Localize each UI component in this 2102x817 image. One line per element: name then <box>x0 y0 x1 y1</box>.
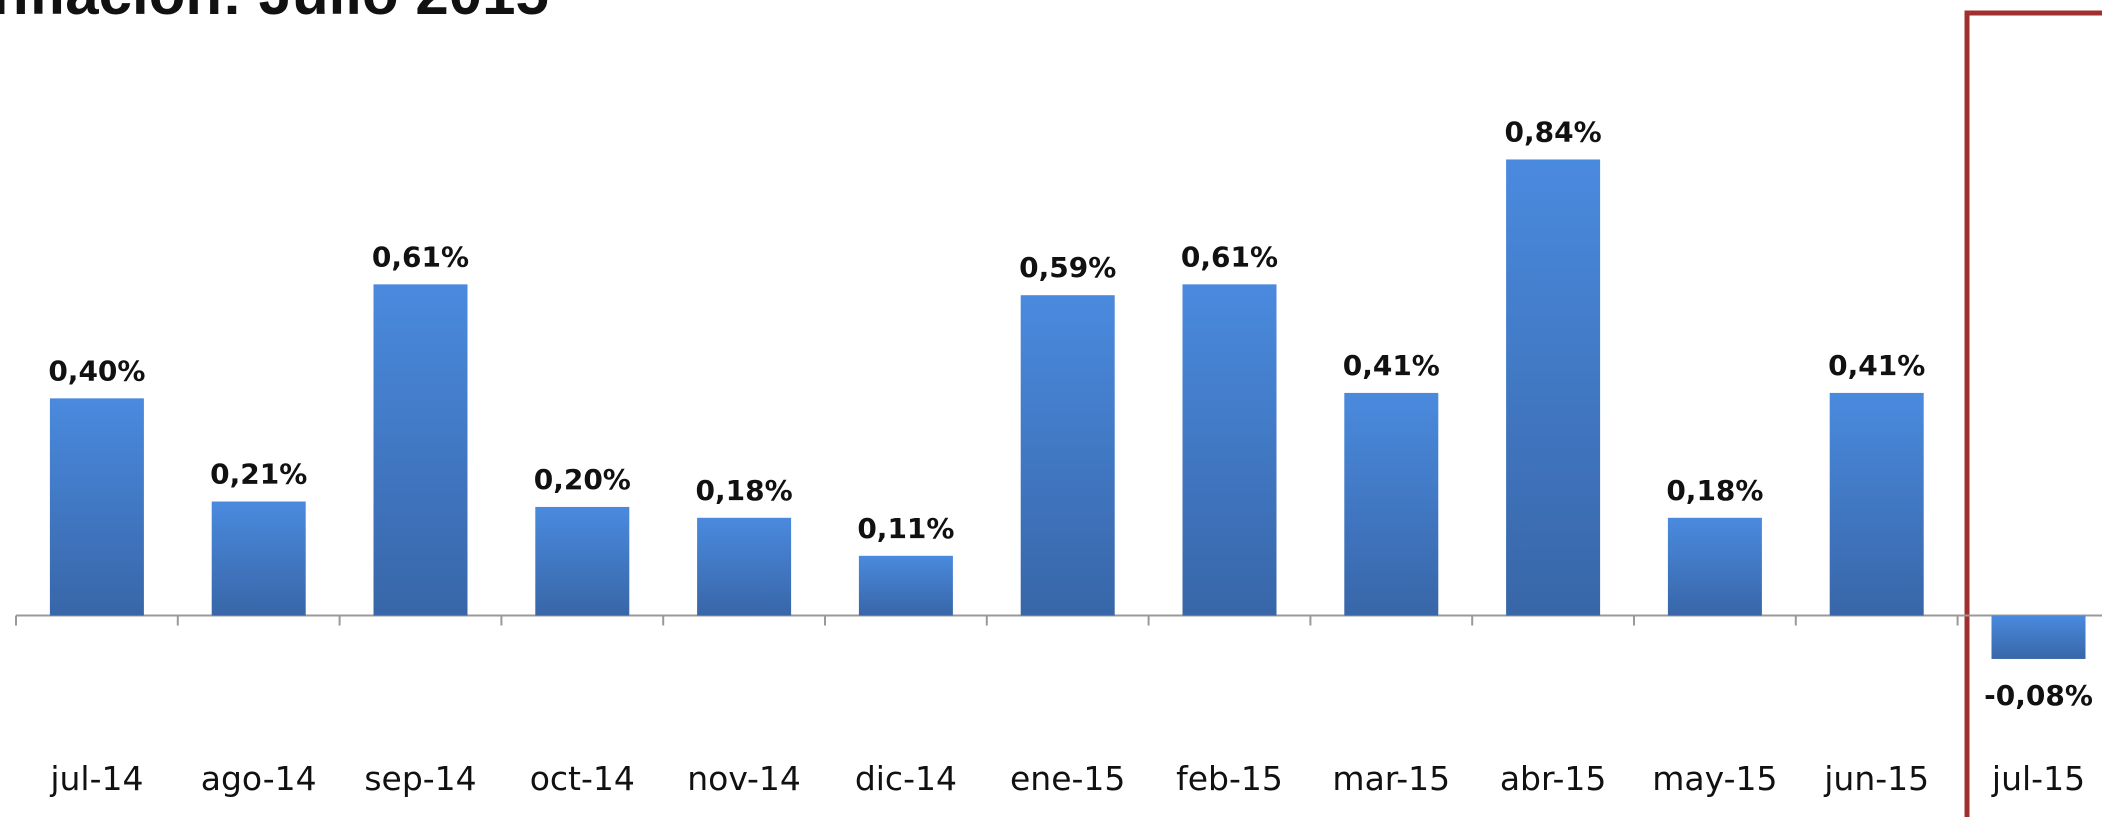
bar <box>211 501 306 616</box>
bar <box>1344 392 1439 616</box>
value-label: 0,18% <box>1666 474 1763 507</box>
value-label: 0,59% <box>1019 251 1116 284</box>
x-tick-label: dic-14 <box>855 759 957 798</box>
value-label: 0,20% <box>534 463 631 496</box>
highlight-box <box>1964 10 2102 817</box>
value-label: 0,84% <box>1505 115 1602 148</box>
bar <box>1182 284 1277 616</box>
value-label: 0,11% <box>857 512 954 545</box>
value-label: 0,61% <box>1181 240 1278 273</box>
x-tick-label: nov-14 <box>687 759 801 798</box>
bar <box>697 517 792 616</box>
x-tick-label: ago-14 <box>201 759 317 798</box>
bar <box>49 398 144 616</box>
bar <box>1829 392 1924 616</box>
value-label: 0,61% <box>372 240 469 273</box>
value-label: 0,18% <box>696 474 793 507</box>
bar <box>1991 615 2086 659</box>
chart-title: nflación: Julio 2015 <box>0 0 549 27</box>
x-tick-label: sep-14 <box>364 759 476 798</box>
x-tick-label: jun-15 <box>1823 759 1929 798</box>
bar <box>373 284 468 616</box>
x-tick-label: may-15 <box>1652 759 1777 798</box>
bar <box>1667 517 1762 616</box>
value-label: 0,41% <box>1343 349 1440 382</box>
x-tick-label: oct-14 <box>530 759 635 798</box>
x-tick-label: ene-15 <box>1010 759 1125 798</box>
value-label: -0,08% <box>1984 679 2093 712</box>
value-label: 0,40% <box>48 354 145 387</box>
value-label: 0,21% <box>210 458 307 491</box>
bar <box>1020 295 1115 616</box>
bar <box>1506 159 1601 616</box>
x-tick-label: mar-15 <box>1332 759 1450 798</box>
x-tick-label: abr-15 <box>1500 759 1607 798</box>
value-label: 0,41% <box>1828 349 1925 382</box>
x-tick-label: jul-15 <box>1991 759 2085 798</box>
x-tick-label: feb-15 <box>1176 759 1283 798</box>
x-tick-label: jul-14 <box>49 759 143 798</box>
bar <box>535 506 630 616</box>
bar <box>858 555 953 616</box>
